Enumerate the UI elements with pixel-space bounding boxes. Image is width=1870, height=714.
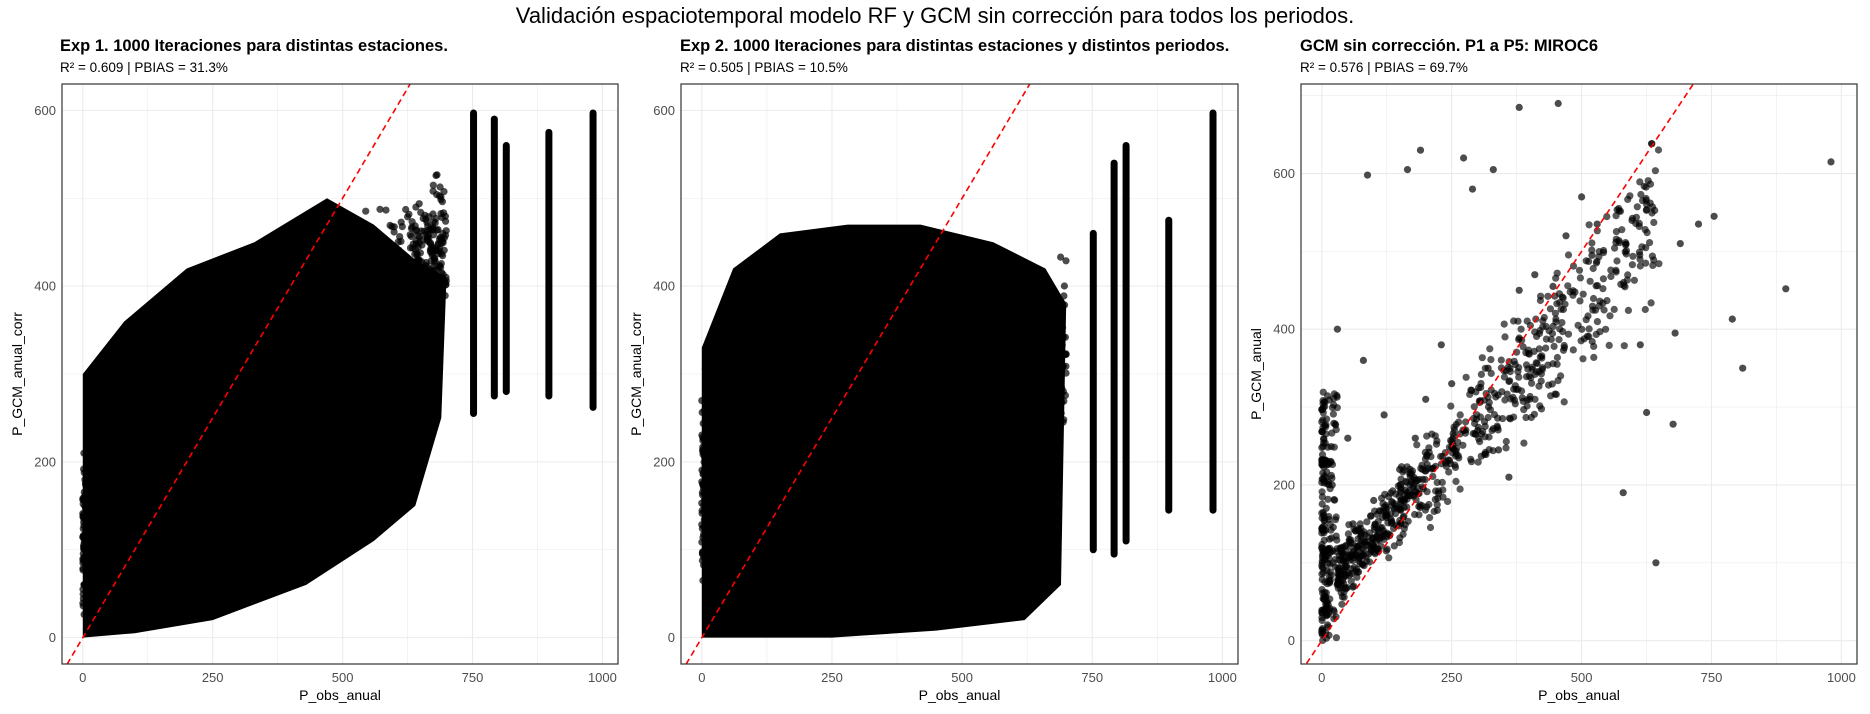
data-point: [407, 232, 415, 241]
data-point: [1062, 257, 1070, 265]
data-point: [413, 250, 421, 258]
data-point: [437, 260, 445, 268]
identity-line: [66, 84, 412, 664]
panel-border: [61, 83, 619, 665]
panel-2-title: Exp 2. 1000 Iteraciones para distintas e…: [680, 37, 1230, 55]
data-point: [436, 233, 444, 241]
panel-1-title: Exp 1. 1000 Iteraciones para distintas e…: [60, 37, 448, 55]
x-tick-label: 1000: [588, 670, 617, 685]
data-point: [412, 237, 420, 245]
data-point: [362, 207, 370, 215]
data-point: [422, 215, 430, 224]
y-tick-label: 400: [34, 279, 56, 294]
dense-point-core: [82, 198, 447, 638]
data-point: [390, 223, 398, 231]
x-axis-title: P_obs_anual: [299, 687, 381, 703]
panel-3-title: GCM sin corrección. P1 a P5: MIROC6: [1300, 37, 1598, 55]
panel-1-subtitle: R² = 0.609 | PBIAS = 31.3%: [60, 60, 228, 75]
data-point: [433, 171, 441, 179]
data-point: [437, 210, 445, 218]
y-tick-label: 600: [34, 103, 56, 118]
data-point: [405, 210, 413, 218]
data-point: [408, 223, 416, 231]
data-point: [417, 208, 425, 216]
x-tick-label: 0: [79, 670, 86, 685]
figure-title: Validación espaciotemporal modelo RF y G…: [515, 3, 1355, 28]
data-points-group: [698, 109, 1217, 638]
data-point: [429, 181, 437, 189]
y-axis-title: P_GCM_anual_corr: [9, 312, 25, 436]
panel-1-plot: 0 250 500 750 1000 0 200 400 600 P_obs_anual P_GCM…: [9, 83, 619, 703]
x-tick-label: 250: [202, 670, 224, 685]
data-point: [412, 203, 420, 211]
data-point: [429, 218, 438, 226]
x-tick-label: 500: [332, 670, 354, 685]
data-point: [439, 252, 447, 260]
data-point: [376, 205, 384, 213]
data-points-group: [79, 109, 597, 638]
data-point: [394, 238, 402, 246]
data-point: [1060, 282, 1068, 290]
data-point: [1057, 253, 1065, 261]
data-point: [429, 187, 437, 195]
data-point: [426, 240, 434, 248]
data-point: [439, 239, 447, 247]
panel-2-plot: 0 250 500 750 10000200400600P_obs_anualP_GCM…: [628, 83, 1239, 703]
data-point: [414, 243, 422, 251]
data-point: [382, 206, 390, 214]
data-point: [433, 226, 441, 234]
data-point: [428, 249, 436, 257]
panel-2-subtitle: R² = 0.505 | PBIAS = 10.5%: [680, 60, 848, 75]
data-point: [397, 218, 405, 226]
data-point: [406, 244, 415, 252]
data-point: [422, 230, 430, 238]
y-tick-label: 200: [34, 454, 56, 469]
data-point: [390, 228, 398, 236]
data-point: [408, 218, 416, 226]
y-tick-label: 0: [49, 630, 56, 645]
data-point: [436, 183, 444, 191]
panel-3-subtitle: R² = 0.576 | PBIAS = 69.7%: [1300, 60, 1468, 75]
x-tick-label: 750: [462, 670, 484, 685]
